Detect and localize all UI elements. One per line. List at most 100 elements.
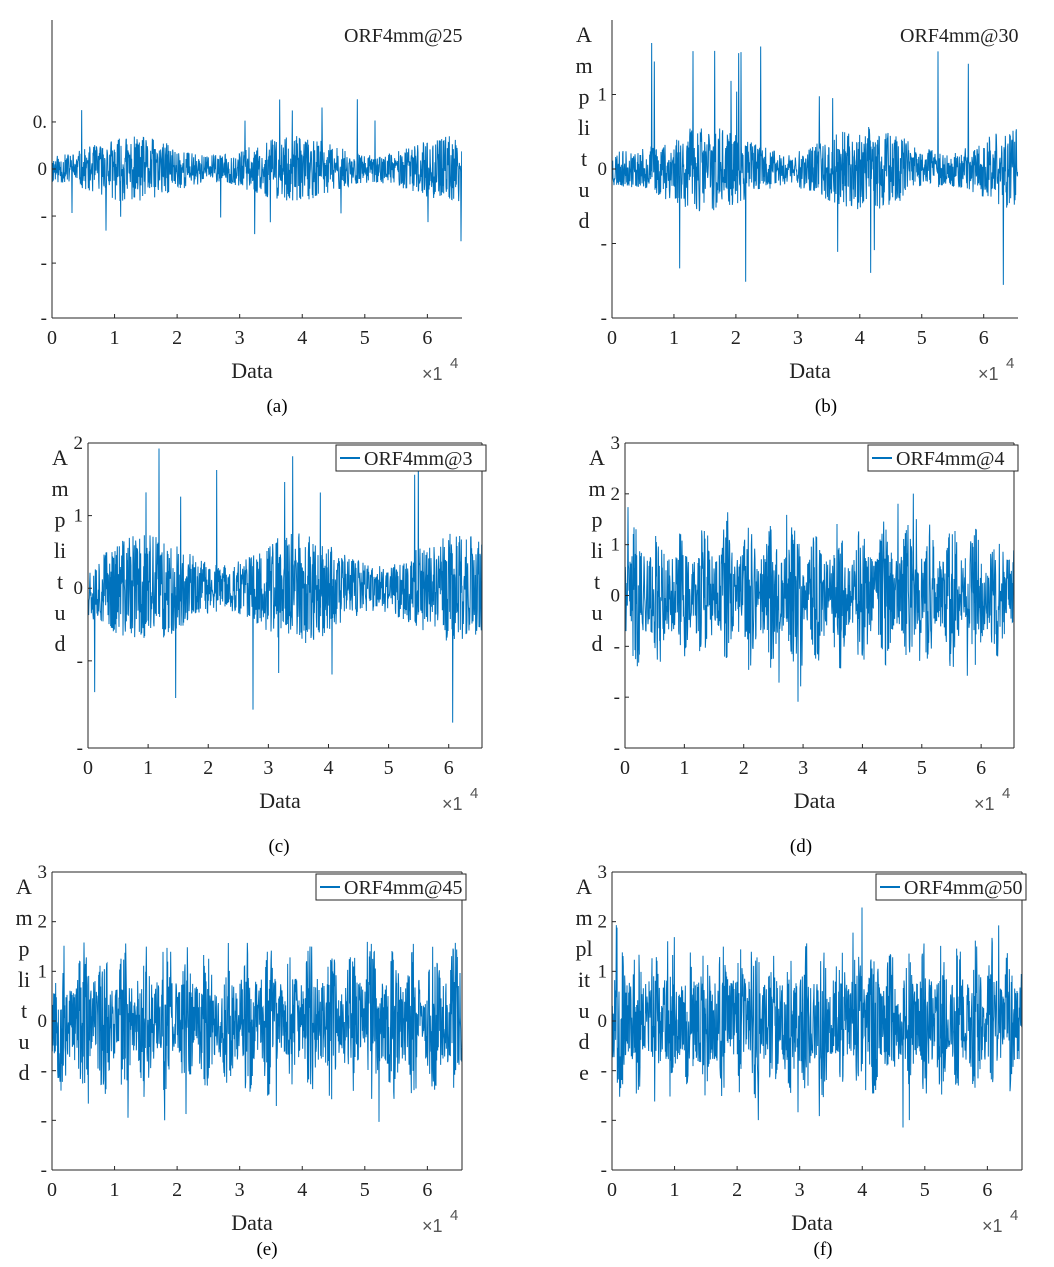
y-tick-label: - xyxy=(601,1160,607,1181)
y-tick-label: - xyxy=(601,234,607,255)
y-tick-label: 3 xyxy=(598,862,608,883)
y-tick-label: - xyxy=(614,636,620,657)
x-exponent: 4 xyxy=(470,785,478,802)
y-axis-label-letter: u xyxy=(579,177,590,202)
x-tick-label: 1 xyxy=(669,327,679,349)
y-axis-label-letter: m xyxy=(588,476,605,501)
y-axis-label-letter: t xyxy=(581,146,587,171)
y-axis-label-letter: p xyxy=(19,936,30,961)
x-tick-label: 5 xyxy=(384,757,394,779)
y-axis-label-letter: u xyxy=(19,1029,30,1054)
y-tick-label: 0. xyxy=(33,112,47,133)
x-tick-label: 4 xyxy=(857,1179,867,1201)
x-tick-label: 1 xyxy=(143,757,153,779)
x-tick-label: 3 xyxy=(793,327,803,349)
x-tick-label: 3 xyxy=(798,757,808,779)
x-tick-label: 0 xyxy=(47,327,57,349)
y-axis-label-letter: d xyxy=(592,631,603,656)
x-axis-label: Data xyxy=(231,1210,273,1235)
x-tick-label: 3 xyxy=(235,1179,245,1201)
y-axis-label-letter: li xyxy=(591,538,603,563)
y-axis-label-letter: u xyxy=(579,998,590,1023)
x-tick-label: 0 xyxy=(620,757,630,779)
x-tick-label: 4 xyxy=(297,327,307,349)
y-axis-label-letter: li xyxy=(18,967,30,992)
y-tick-label: - xyxy=(41,1160,47,1181)
y-axis-label-letter: d xyxy=(579,208,590,233)
y-tick-label: 2 xyxy=(74,433,84,454)
y-tick-label: - xyxy=(41,1061,47,1082)
x-tick-label: 2 xyxy=(203,757,213,779)
x-tick-label: 1 xyxy=(670,1179,680,1201)
y-axis-label-letter: A xyxy=(589,445,605,470)
y-tick-label: 3 xyxy=(38,862,48,883)
y-axis-label-letter: A xyxy=(16,874,32,899)
x-axis-label: Data xyxy=(794,788,836,813)
x-multiplier: ×1 xyxy=(974,794,995,814)
y-axis-label-letter: m xyxy=(51,476,68,501)
x-tick-label: 2 xyxy=(172,327,182,349)
y-tick-label: - xyxy=(41,308,47,329)
panel-caption: (d) xyxy=(790,836,812,857)
panel-caption: (b) xyxy=(815,396,837,417)
signal-line xyxy=(52,99,462,242)
y-axis-label-letter: t xyxy=(57,569,63,594)
x-axis-label: Data xyxy=(791,1210,833,1235)
legend-box xyxy=(867,444,1019,472)
y-tick-label: 2 xyxy=(598,912,608,933)
x-tick-label: 6 xyxy=(979,327,989,349)
y-axis-label-letter: it xyxy=(578,967,590,992)
x-axis-label: Data xyxy=(259,788,301,813)
y-axis-label-letter: p xyxy=(592,507,603,532)
x-tick-label: 4 xyxy=(323,757,333,779)
legend-box xyxy=(875,873,1027,901)
panel-caption: (a) xyxy=(266,396,287,417)
legend-label: ORF4mm@50 xyxy=(904,877,1022,899)
y-axis-label-letter: u xyxy=(55,600,66,625)
x-multiplier: ×1 xyxy=(978,364,999,384)
panel-caption: (c) xyxy=(268,836,289,857)
y-tick-label: 1 xyxy=(74,506,84,527)
y-axis-label-letter: A xyxy=(52,445,68,470)
y-axis-label-letter: m xyxy=(575,53,592,78)
y-tick-label: - xyxy=(41,253,47,274)
panel-caption: (e) xyxy=(256,1239,277,1260)
y-tick-label: 1 xyxy=(598,85,608,106)
x-tick-label: 1 xyxy=(110,327,120,349)
y-tick-label: 1 xyxy=(598,961,608,982)
x-tick-label: 0 xyxy=(47,1179,57,1201)
y-axis-label-letter: t xyxy=(21,998,27,1023)
y-tick-label: 0 xyxy=(611,586,621,607)
signal-line xyxy=(612,43,1018,285)
y-axis-label-letter: e xyxy=(579,1060,589,1085)
y-axis-label-letter: d xyxy=(55,631,66,656)
y-axis-label-letter: m xyxy=(15,905,32,930)
x-tick-label: 3 xyxy=(263,757,273,779)
x-tick-label: 0 xyxy=(607,327,617,349)
x-exponent: 4 xyxy=(1010,1207,1018,1224)
x-tick-label: 4 xyxy=(857,757,867,779)
y-tick-label: 0 xyxy=(74,578,84,599)
x-tick-label: 0 xyxy=(607,1179,617,1201)
y-tick-label: - xyxy=(614,738,620,759)
x-multiplier: ×1 xyxy=(442,794,463,814)
y-tick-label: - xyxy=(601,308,607,329)
y-tick-label: 2 xyxy=(611,484,621,505)
y-tick-label: 0 xyxy=(598,1011,608,1032)
y-tick-label: 0 xyxy=(38,159,48,180)
legend-label: ORF4mm@3 xyxy=(364,448,472,470)
x-exponent: 4 xyxy=(1002,785,1010,802)
x-exponent: 4 xyxy=(450,1207,458,1224)
y-tick-label: 0 xyxy=(598,159,608,180)
y-axis-label-letter: A xyxy=(576,874,592,899)
x-tick-label: 6 xyxy=(444,757,454,779)
legend-label: ORF4mm@45 xyxy=(344,877,462,899)
x-tick-label: 6 xyxy=(982,1179,992,1201)
y-axis-label-letter: d xyxy=(579,1029,590,1054)
